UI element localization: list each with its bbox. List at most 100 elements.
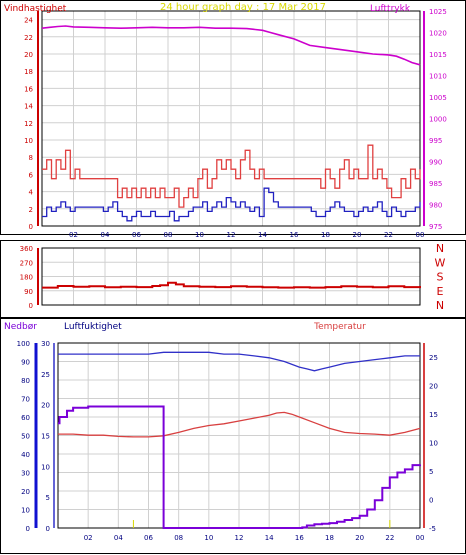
hour-tick-label: 08 [174,534,183,542]
hour-tick-label: 12 [235,534,244,542]
pressure-tick-label: 995 [429,137,442,145]
humidity-tick-label: 70 [21,396,30,404]
pressure-tick-label: 985 [429,180,442,188]
rain-tick-label: 30 [41,340,50,348]
panel2-plot-border [41,247,421,306]
temperature-tick-label: 25 [429,354,438,362]
wind-tick-label: 24 [24,17,33,25]
hour-tick-label: 14 [258,231,267,239]
wind-tick-label: 4 [29,189,34,197]
temperature-tick-label: 20 [429,383,438,391]
rain-tick-label: 10 [41,463,50,471]
wind-tick-label: 6 [29,171,34,179]
hour-tick-label: 16 [290,231,299,239]
humidity-tick-label: 10 [21,507,30,515]
hour-tick-label: 18 [325,534,334,542]
humidity-tick-label: 0 [26,525,30,533]
hour-tick-label: 06 [132,231,141,239]
temperature-tick-label: 0 [429,497,433,505]
humidity-tick-label: 90 [21,359,30,367]
humidity-tick-label: 80 [21,377,30,385]
rain-tick-label: 25 [41,371,50,379]
wind-tick-label: 16 [24,85,33,93]
humidity-tick-label: 50 [21,433,30,441]
hour-tick-label: 00 [416,534,425,542]
humidity-tick-label: 20 [21,488,30,496]
direction-label: S [437,271,444,284]
series-line-pressure [41,25,421,66]
pressure-tick-label: 1010 [429,73,447,81]
rain-axis-title: Nedbør [4,322,37,332]
pressure-tick-label: 1005 [429,94,447,102]
hour-tick-label: 00 [416,231,425,239]
series-line-gust [42,144,421,208]
pressure-tick-label: 1020 [429,30,447,38]
hour-tick-label: 14 [265,534,274,542]
pressure-tick-label: 990 [429,159,442,167]
hour-tick-label: 04 [114,534,123,542]
wind-tick-label: 18 [24,68,33,76]
hour-tick-label: 04 [101,231,110,239]
hour-tick-label: 12 [227,231,236,239]
wind-tick-label: 14 [24,103,33,111]
humidity-tick-label: 60 [21,414,30,422]
temperature-tick-label: 15 [429,411,438,419]
pressure-tick-label: 1015 [429,51,447,59]
wind-tick-label: 12 [24,120,33,128]
direction-tick-label: 180 [20,274,33,282]
wind-tick-label: 8 [29,154,33,162]
direction-label: E [437,285,444,298]
hour-tick-label: 10 [204,534,213,542]
hour-tick-label: 18 [321,231,330,239]
rain-tick-label: 5 [46,494,50,502]
humidity-tick-label: 30 [21,470,30,478]
temperature-tick-label: -5 [429,525,436,533]
hour-tick-label: 02 [84,534,93,542]
humidity-tick-label: 40 [21,451,30,459]
series-line-rain [58,405,421,529]
hour-tick-label: 20 [355,534,364,542]
temperature-tick-label: 10 [429,440,438,448]
rain-tick-label: 15 [41,433,50,441]
pressure-axis-title: Lufttrykk [370,4,411,14]
wind-axis-title: Vindhastighet [4,4,67,14]
pressure-tick-label: 1000 [429,116,447,124]
hour-tick-label: 02 [69,231,78,239]
pressure-tick-label: 1025 [429,8,447,16]
hour-tick-label: 16 [295,534,304,542]
series-line-temperature [58,411,421,438]
direction-label: N [436,242,444,255]
graph-title: 24 hour graph day : 17 Mar 2017 [160,2,326,13]
wind-tick-label: 0 [29,223,33,231]
temperature-tick-label: 5 [429,468,433,476]
direction-tick-label: 360 [20,245,33,253]
series-line-average [42,187,421,222]
direction-tick-label: 90 [24,288,33,296]
wind-tick-label: 2 [29,206,33,214]
panel1-plot-border [41,10,421,227]
wind-tick-label: 20 [24,51,33,59]
hour-tick-label: 22 [385,534,394,542]
temperature-axis-title: Temperatur [313,322,366,332]
rain-tick-label: 0 [46,525,50,533]
direction-label: W [435,256,446,269]
direction-tick-label: 270 [20,259,33,267]
humidity-axis-title: Luftfuktighet [64,322,122,332]
humidity-tick-label: 100 [17,340,30,348]
hour-tick-label: 20 [353,231,362,239]
wind-tick-label: 10 [24,137,33,145]
direction-tick-label: 0 [29,302,33,310]
direction-label: N [436,299,444,312]
pressure-tick-label: 980 [429,202,442,210]
rain-tick-label: 20 [41,402,50,410]
hour-tick-label: 08 [164,231,173,239]
hour-tick-label: 06 [144,534,153,542]
series-line-direction [42,281,421,289]
series-line-humidity [58,351,420,372]
wind-tick-label: 22 [24,34,33,42]
hour-tick-label: 10 [195,231,204,239]
pressure-tick-label: 975 [429,223,442,231]
hour-tick-label: 22 [384,231,393,239]
